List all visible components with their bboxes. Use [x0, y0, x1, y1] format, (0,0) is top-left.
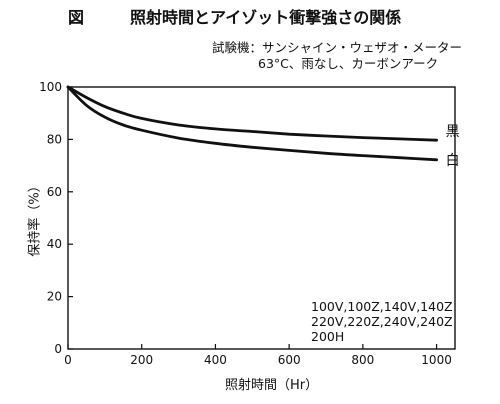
- test-conditions-line-2: 63°C、雨なし、カーボンアーク: [258, 56, 439, 71]
- grade-list-line: 220V,220Z,240V,240Z: [311, 314, 453, 329]
- y-axis-label: 保持率（%）: [27, 179, 43, 257]
- series-label-white: 白: [446, 153, 460, 169]
- y-tick-label: 20: [47, 290, 62, 304]
- y-tick-label: 60: [47, 185, 62, 199]
- y-tick-label: 100: [39, 80, 62, 94]
- series-lines: [66, 85, 438, 162]
- grade-list: 100V,100Z,140V,140Z220V,220Z,240V,240Z20…: [311, 299, 453, 344]
- test-conditions-line-1: 試験機：サンシャイン・ウェザオ・メーター: [212, 40, 463, 55]
- plot-area: [67, 86, 456, 350]
- x-tick-label: 0: [64, 353, 72, 367]
- series-labels: 黒白: [446, 124, 460, 169]
- y-tick-label: 80: [47, 132, 62, 146]
- y-tick-label: 40: [47, 237, 62, 251]
- series-label-black: 黒: [446, 124, 460, 140]
- x-tick-label: 200: [130, 353, 153, 367]
- x-tick-label: 400: [204, 353, 227, 367]
- x-tick-label: 800: [351, 353, 374, 367]
- y-tick-label: 0: [54, 342, 62, 356]
- plot-frame: [67, 86, 456, 350]
- chart-title: 照射時間とアイゾット衝撃強さの関係: [130, 8, 402, 27]
- x-tick-label: 600: [278, 353, 301, 367]
- x-axis-label: 照射時間（Hr）: [225, 378, 319, 393]
- figure-label: 図: [68, 8, 85, 27]
- x-tick-label: 1000: [421, 353, 452, 367]
- grade-list-line: 100V,100Z,140V,140Z: [311, 299, 453, 314]
- series-line-white: [66, 85, 438, 162]
- series-line-black: [66, 85, 438, 142]
- grade-list-line: 200H: [311, 329, 344, 344]
- axis-ticks: 0 200 400 600 800 1000 0 20 40 60 80 100: [39, 80, 452, 367]
